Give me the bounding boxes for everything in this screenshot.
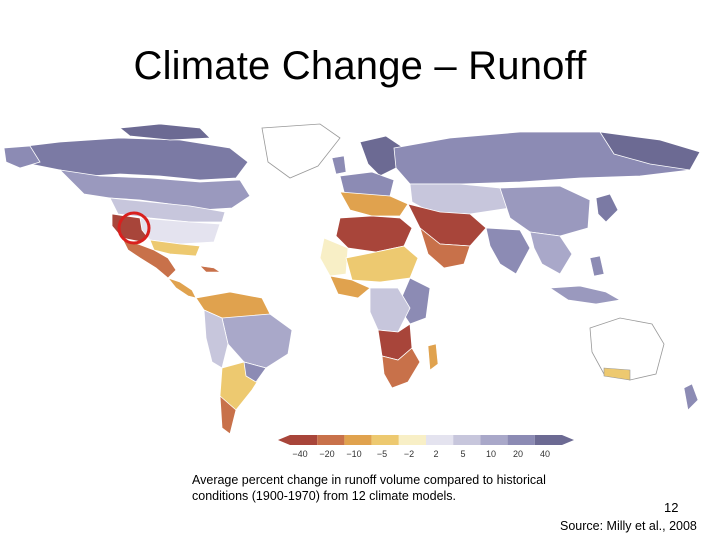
india	[485, 227, 531, 275]
madagascar	[427, 343, 439, 371]
caribbean	[199, 265, 221, 273]
alaska	[3, 145, 41, 169]
legend-tick: 5	[460, 449, 466, 459]
sa-east	[243, 361, 267, 383]
australia-southwest	[603, 367, 631, 381]
legend-color-bar	[278, 435, 574, 445]
legend-tick: 20	[512, 449, 524, 459]
legend-swatch-minus-10	[344, 435, 372, 445]
legend-tick: 40	[539, 449, 551, 459]
legend-swatch-minus-5	[371, 435, 399, 445]
legend-tick: −10	[346, 449, 362, 459]
legend-tick: −2	[403, 449, 415, 459]
central-america	[166, 277, 197, 299]
legend-tick: −5	[376, 449, 388, 459]
greenland	[261, 123, 341, 179]
arctic-islands	[118, 123, 211, 141]
legend-swatch-plus-40	[534, 435, 562, 445]
arabia	[419, 226, 471, 269]
europe-south	[339, 191, 409, 217]
legend-swatch-plus-5	[453, 435, 481, 445]
legend-ticks: −40 −20 −10 −5 −2 2 5 10 20 40	[292, 449, 580, 461]
world-runoff-map	[3, 123, 701, 435]
sa-brazil	[221, 313, 293, 369]
sahara-west	[319, 237, 349, 277]
sahel	[345, 245, 419, 283]
map-caption: Average percent change in runoff volume …	[192, 473, 546, 503]
central-asia	[409, 183, 511, 215]
africa	[319, 215, 439, 389]
legend-swatch-minus-2	[398, 435, 426, 445]
iceland-uk	[331, 155, 347, 175]
legend-swatch-plus-20	[507, 435, 535, 445]
legend-tick: −40	[292, 449, 308, 459]
europe	[331, 135, 409, 217]
new-zealand	[683, 383, 699, 411]
legend-tick: −20	[319, 449, 335, 459]
legend-tick: 10	[485, 449, 497, 459]
slide-title: Climate Change – Runoff	[133, 44, 587, 88]
south-america	[195, 291, 293, 435]
legend-arrow-right	[562, 435, 574, 445]
legend-swatch-minus-20	[317, 435, 345, 445]
indonesia	[548, 285, 622, 305]
source-citation: Source: Milly et al., 2008	[560, 519, 697, 533]
legend-swatch-plus-2	[426, 435, 454, 445]
canada-north	[9, 137, 249, 181]
philippines	[589, 255, 605, 277]
asia	[393, 131, 701, 305]
australia	[589, 317, 665, 381]
china	[499, 185, 591, 237]
southern-africa	[381, 347, 421, 389]
slide-number: 12	[664, 500, 679, 515]
usa-central	[139, 217, 221, 245]
legend-swatch-minus-40	[290, 435, 318, 445]
oceania	[589, 317, 699, 411]
southeast-asia	[529, 231, 573, 275]
legend-swatch-plus-10	[480, 435, 508, 445]
highlight-circle	[117, 211, 151, 245]
west-africa	[329, 275, 371, 299]
north-america	[3, 123, 251, 299]
legend-arrow-left	[278, 435, 290, 445]
sa-tip	[219, 395, 237, 435]
japan-korea	[595, 193, 619, 223]
siberia-east	[599, 131, 701, 171]
legend-tick: 2	[433, 449, 439, 459]
